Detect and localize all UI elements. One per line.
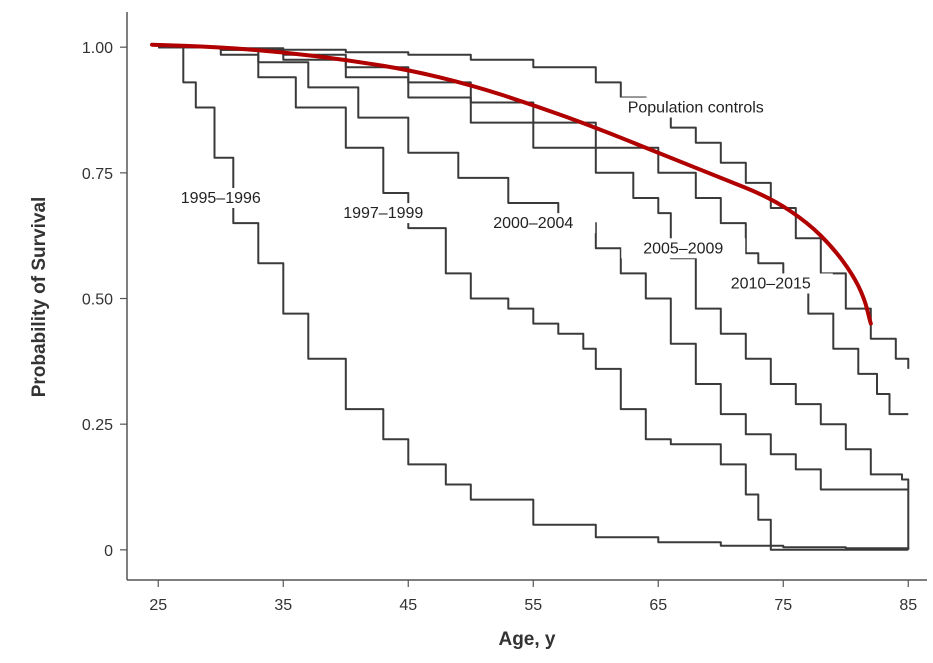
x-tick-label: 55 bbox=[524, 597, 542, 614]
x-tick-label: 45 bbox=[399, 597, 417, 614]
axes bbox=[126, 12, 927, 581]
y-tick-label: 1.00 bbox=[82, 40, 113, 57]
y-axis-title: Probability of Survival bbox=[29, 197, 50, 398]
y-tick-label: 0.75 bbox=[82, 166, 113, 183]
y-tick-label: 0 bbox=[104, 543, 113, 560]
series-line-2005-2009 bbox=[158, 46, 910, 550]
overlay-red-curve bbox=[150, 42, 873, 326]
series-labels: 1995–1996 1997–1999 2000–2004 2005–2009 2010… bbox=[158, 97, 833, 294]
series-label-backdrop bbox=[158, 188, 283, 209]
axis-ticks: 25 35 45 55 65 75 85 1.00 0.75 0.50 0.25 0 bbox=[82, 40, 917, 614]
x-tick-label: 85 bbox=[899, 597, 917, 614]
x-axis-title: Age, y bbox=[498, 629, 555, 650]
series-label-backdrop bbox=[621, 238, 746, 259]
x-tick-label: 35 bbox=[274, 597, 292, 614]
series-label-population-controls: Population controls bbox=[628, 100, 764, 117]
series-label-2005-2009: 2005–2009 bbox=[643, 240, 723, 257]
series-line-1995-1996 bbox=[158, 46, 910, 550]
series-line-population-controls bbox=[158, 46, 910, 369]
series-label-2000-2004: 2000–2004 bbox=[493, 215, 573, 232]
series-label-backdrop bbox=[708, 273, 833, 294]
x-tick-label: 25 bbox=[149, 597, 167, 614]
series-label-1995-1996: 1995–1996 bbox=[181, 190, 261, 207]
x-tick-label: 65 bbox=[649, 597, 667, 614]
overlay-layer bbox=[150, 42, 873, 326]
series-line-2010-2015 bbox=[158, 46, 909, 416]
series-label-backdrop bbox=[471, 213, 596, 234]
series-lines bbox=[158, 46, 910, 551]
y-tick-label: 0.25 bbox=[82, 417, 113, 434]
series-label-1997-1999: 1997–1999 bbox=[343, 205, 423, 222]
y-tick-label: 0.50 bbox=[82, 292, 113, 309]
series-line-2000-2004 bbox=[158, 46, 909, 491]
series-label-backdrop bbox=[321, 203, 446, 224]
series-label-backdrop bbox=[591, 97, 800, 118]
x-tick-label: 75 bbox=[774, 597, 792, 614]
series-line-1997-1999 bbox=[158, 46, 909, 551]
series-label-2010-2015: 2010–2015 bbox=[731, 275, 811, 292]
